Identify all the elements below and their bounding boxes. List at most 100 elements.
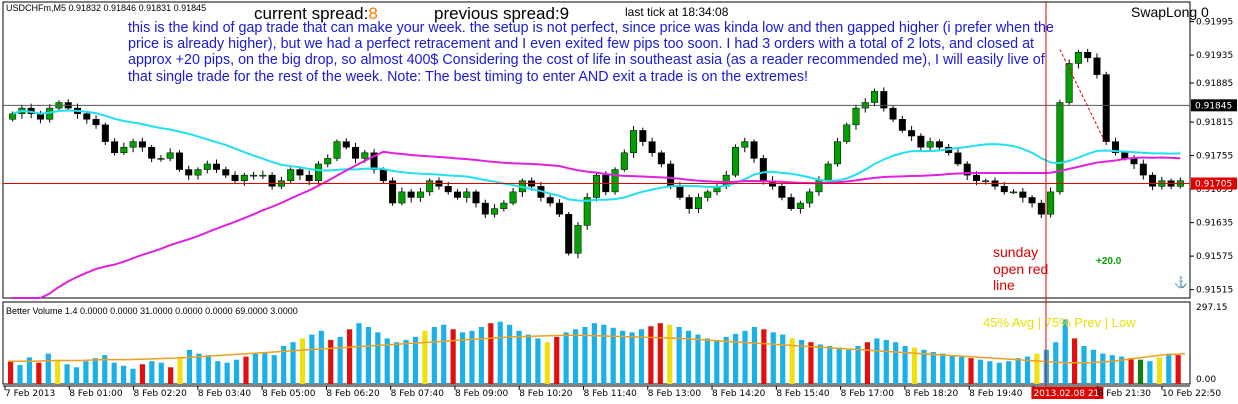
volume-bar	[1006, 361, 1012, 384]
candle-body	[1093, 57, 1101, 75]
volume-bar	[817, 344, 823, 384]
candle-body	[648, 141, 656, 154]
candle-body	[407, 191, 415, 198]
volume-bar	[827, 346, 833, 384]
candle-body	[593, 174, 600, 198]
candle-body	[324, 158, 332, 165]
volume-bar	[205, 355, 211, 384]
volume-title: Better Volume 1.4 0.0000 0.0000 31.0000 …	[6, 306, 298, 316]
price-tick-label: 0.91635	[1196, 219, 1233, 229]
volume-bar	[723, 336, 729, 384]
time-tick-label: 8 Feb 05:00	[262, 389, 316, 399]
volume-bar	[1024, 356, 1031, 384]
crosshair-time-label: 2013.02.08 21:55	[1033, 389, 1113, 399]
price-tick-label: 0.91885	[1196, 79, 1233, 89]
volume-bar	[1119, 356, 1125, 384]
candle-body	[398, 191, 406, 204]
volume-bar	[921, 349, 927, 384]
volume-bar	[798, 339, 805, 384]
time-tick-label: 8 Feb 10:20	[519, 389, 573, 399]
candle-body	[305, 174, 313, 181]
candle-body	[222, 169, 230, 176]
volume-bar	[281, 346, 287, 384]
candle-body	[92, 119, 100, 126]
moving-averages	[12, 109, 1181, 299]
symbol-info: USDCHFm,M5 0.91832 0.91846 0.91831 0.918…	[6, 3, 207, 13]
price-tick-label: 0.91695	[1196, 185, 1233, 195]
candle-body	[148, 146, 156, 159]
volume-bar	[1062, 319, 1068, 384]
candle-body	[1084, 52, 1092, 59]
candle-body	[1121, 152, 1129, 159]
current-price-box	[1191, 99, 1237, 112]
volume-min-label: 0.00	[1196, 375, 1216, 385]
sunday-note-line3: line	[993, 277, 1015, 293]
volume-bar	[356, 323, 362, 384]
volume-bar	[911, 347, 918, 384]
volume-bar	[864, 342, 871, 384]
volume-bar	[940, 353, 946, 384]
volume-bar	[233, 359, 240, 384]
candle-body	[463, 191, 471, 198]
volume-bar	[507, 324, 513, 384]
volume-bar	[1128, 358, 1134, 384]
volume-bar	[714, 339, 720, 384]
candle-body	[778, 186, 786, 198]
candle-body	[583, 197, 591, 226]
volume-bar	[968, 358, 974, 384]
volume-bar	[469, 330, 475, 384]
price-axis: 0.91995 0.91935 0.91885 0.91815 0.91755 0.916…	[1190, 18, 1237, 296]
volume-bar	[299, 338, 306, 384]
volume-bar	[441, 324, 447, 384]
candle-body	[129, 141, 137, 148]
volume-bar	[177, 357, 183, 384]
volume-axis: 297.15 0.00	[1196, 303, 1228, 385]
volume-bar	[1100, 353, 1106, 384]
candle-body	[565, 213, 573, 254]
volume-bar	[1053, 342, 1059, 384]
volume-bar	[1156, 357, 1162, 384]
candle-body	[175, 152, 183, 170]
candle-body	[759, 158, 767, 181]
volume-bar	[431, 327, 437, 384]
red-level-box	[1191, 177, 1237, 190]
volume-bar	[874, 338, 880, 384]
volume-bar	[572, 329, 579, 384]
candle-body	[166, 152, 174, 159]
candle-body	[889, 107, 897, 120]
volume-bar	[620, 330, 626, 384]
time-tick-label: 8 Feb 21:30	[1098, 389, 1152, 399]
candle-body	[926, 141, 934, 148]
candle-body	[111, 141, 119, 154]
candle-body	[843, 124, 851, 142]
candle-body	[491, 208, 499, 215]
candle-body	[982, 180, 990, 182]
trade-note: this is the kind of gap trade that can m…	[128, 20, 1054, 85]
volume-bar	[252, 353, 258, 384]
time-tick-label: 8 Feb 07:40	[391, 389, 445, 399]
candle-body	[500, 202, 508, 209]
candle-body	[898, 119, 906, 131]
candle-body	[1019, 191, 1027, 198]
volume-bar	[977, 359, 984, 384]
time-tick-label: 8 Feb 13:00	[648, 389, 702, 399]
volume-bar	[836, 347, 842, 384]
volume-bar	[987, 361, 993, 384]
volume-bar	[365, 327, 371, 384]
candle-body	[1000, 186, 1008, 193]
volume-bar	[55, 359, 61, 384]
time-tick-label: 8 Feb 09:00	[455, 389, 509, 399]
volume-bar	[290, 342, 296, 384]
volume-bar	[497, 321, 503, 384]
candle-body	[1149, 174, 1157, 187]
candle-body	[213, 163, 221, 170]
last-tick: last tick at 18:34:08	[625, 5, 729, 19]
volume-bar	[17, 365, 23, 384]
time-tick-label: 10 Feb 22:50	[1162, 389, 1221, 399]
volume-bar	[648, 326, 654, 384]
volume-bar	[516, 330, 522, 384]
volume-bar	[1015, 358, 1021, 384]
candle-body	[574, 225, 582, 254]
volume-bar	[139, 364, 146, 384]
